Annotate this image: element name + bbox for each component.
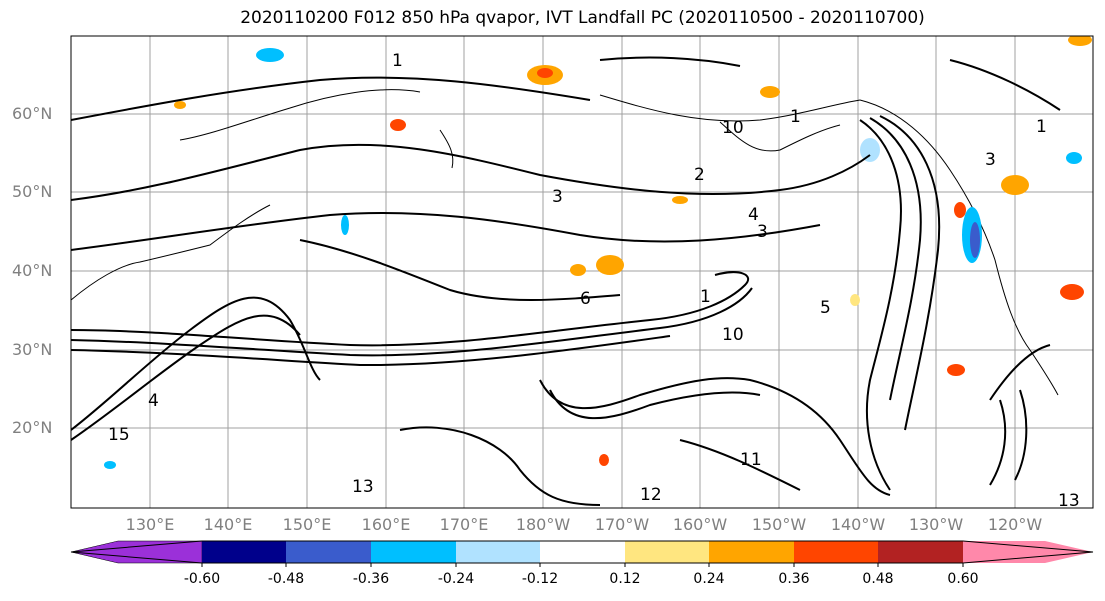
colorbar-tick-label: 0.24 — [693, 571, 725, 587]
colorbar-tick-label: -0.24 — [437, 571, 475, 587]
lon-label: 170°W — [594, 515, 650, 534]
contour-label: 6 — [580, 289, 591, 309]
contour-label: 10 — [722, 325, 744, 345]
colorbar-extend-low — [70, 540, 203, 564]
lon-label: 180°W — [515, 515, 571, 534]
colorbar-segment — [794, 541, 878, 563]
colorbar-segment — [286, 541, 371, 563]
contour-label: 3 — [757, 222, 768, 242]
lat-label-60n: 60°N — [12, 104, 53, 123]
lat-label-20n: 20°N — [12, 418, 53, 437]
contour-label: 2 — [694, 165, 705, 185]
contour-label: 11 — [740, 450, 762, 470]
contour-label: 10 — [722, 118, 744, 138]
colorbar-segment — [202, 541, 286, 563]
lon-label: 160°E — [361, 515, 411, 534]
lat-label-30n: 30°N — [12, 340, 53, 359]
lon-label: 140°W — [830, 515, 886, 534]
contour-label: 1 — [1036, 117, 1047, 137]
lon-label: 150°W — [751, 515, 807, 534]
colorbar-tick-label: 0.48 — [862, 571, 894, 587]
contour-label: 1 — [700, 287, 711, 307]
colorbar-segment — [709, 541, 794, 563]
colorbar-tick-label: -0.48 — [267, 571, 305, 587]
colorbar-segment — [456, 541, 540, 563]
ivt-contours — [71, 56, 1061, 506]
contour-label: 1 — [790, 107, 801, 127]
lat-label-50n: 50°N — [12, 182, 53, 201]
colorbar-tick-label: -0.60 — [183, 571, 221, 587]
contour-label: 13 — [352, 477, 374, 497]
colorbar-tick-label: 0.36 — [778, 571, 810, 587]
contour-label-group: 1 2 3 3 4 5 6 10 11 12 13 13 15 1 1 10 3… — [108, 51, 1080, 511]
lon-label: 130°E — [125, 515, 175, 534]
colorbar-tick-label: -0.36 — [352, 571, 390, 587]
lon-label: 150°E — [282, 515, 332, 534]
contour-label: 5 — [820, 298, 831, 318]
colorbar-tick-label: 0.12 — [609, 571, 641, 587]
contour-label: 4 — [748, 205, 759, 225]
colorbar-segment — [540, 541, 625, 563]
lat-label-40n: 40°N — [12, 261, 53, 280]
contour-label: 13 — [1058, 491, 1080, 511]
lon-label: 170°E — [439, 515, 489, 534]
contour-label: 15 — [108, 425, 130, 445]
lon-label: 140°E — [203, 515, 253, 534]
colorbar-tick-label: 0.60 — [947, 571, 979, 587]
qvapor-shading — [104, 36, 1092, 469]
contour-label: 4 — [148, 391, 159, 411]
colorbar-tick-label: -0.12 — [521, 571, 559, 587]
contour-label: 12 — [640, 485, 662, 505]
contour-label: 3 — [552, 187, 563, 207]
map-title: 2020110200 F012 850 hPa qvapor, IVT Land… — [240, 8, 925, 28]
contour-label: 1 — [392, 51, 403, 71]
lon-label: 130°W — [908, 515, 964, 534]
colorbar-segment — [371, 541, 456, 563]
map-frame — [70, 35, 1094, 509]
colorbar-segment — [878, 541, 963, 563]
lon-label: 120°W — [987, 515, 1043, 534]
contour-label: 3 — [985, 150, 996, 170]
colorbar-extend-high — [963, 541, 1093, 563]
colorbar-segment — [625, 541, 709, 563]
lon-label: 160°W — [672, 515, 728, 534]
